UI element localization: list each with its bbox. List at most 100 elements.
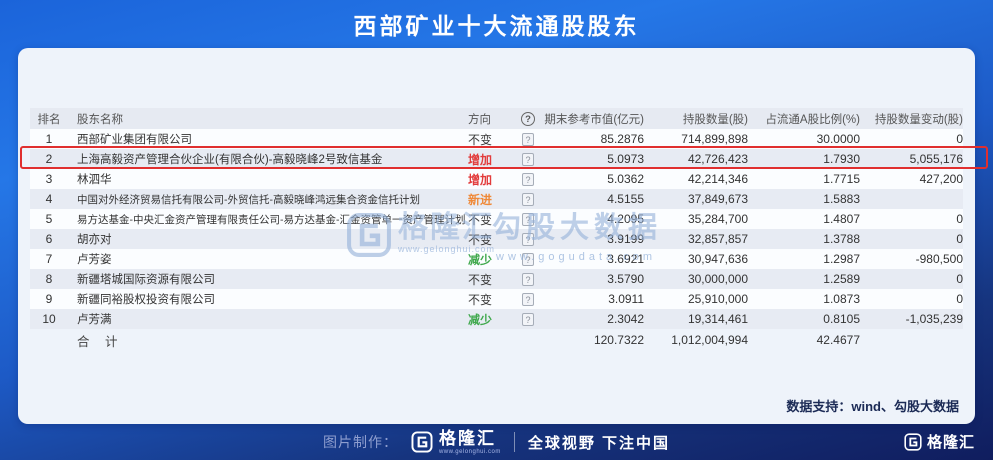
shareholders-table: 排名 股东名称 方向 ? 期末参考市值(亿元) 持股数量(股) 占流通A股比例(… — [30, 108, 963, 351]
help-box-icon[interactable]: ? — [522, 173, 534, 187]
made-by-label: 图片制作： — [322, 434, 398, 450]
cell-ratio: 0.8105 — [823, 312, 860, 326]
header-direction: 方向 — [468, 113, 491, 126]
cell-rank: 1 — [45, 132, 53, 146]
gelonghui-logo: 格隆汇 www.gelonghui.com — [411, 430, 501, 455]
cell-shares: 37,849,673 — [687, 192, 748, 206]
cell-help: ? — [512, 129, 544, 149]
header-ratio: 占流通A股比例(%) — [765, 113, 860, 126]
help-box-icon[interactable]: ? — [522, 293, 534, 307]
help-box-icon[interactable]: ? — [522, 273, 534, 287]
cell-rank: 9 — [45, 292, 53, 306]
cell-ratio: 1.3788 — [823, 232, 860, 246]
table-row: 8 新疆塔城国际资源有限公司 不变 ? 3.5790 30,000,000 1.… — [30, 269, 963, 289]
cell-rank: 8 — [45, 272, 53, 286]
cell-direction: 增加 — [468, 172, 493, 187]
cell-direction: 不变 — [468, 212, 493, 227]
cell-help: ? — [512, 289, 544, 309]
total-shares: 1,012,004,994 — [671, 333, 748, 347]
cell-shareholder-name: 林泗华 — [77, 174, 112, 186]
cell-help: ? — [512, 249, 544, 269]
cell-market-value: 3.6921 — [607, 252, 644, 266]
cell-ratio: 1.0873 — [823, 292, 860, 306]
table-row: 6 胡亦对 不变 ? 3.9199 32,857,857 1.3788 0 — [30, 229, 963, 249]
cell-rank: 7 — [45, 252, 53, 266]
cell-change: 0 — [956, 212, 963, 226]
header-shareholder-name: 股东名称 — [77, 113, 123, 126]
table-header-row: 排名 股东名称 方向 ? 期末参考市值(亿元) 持股数量(股) 占流通A股比例(… — [30, 108, 963, 129]
table-row: 1 西部矿业集团有限公司 不变 ? 85.2876 714,899,898 30… — [30, 129, 963, 149]
header-rank: 排名 — [37, 113, 61, 126]
cell-ratio: 1.7930 — [823, 152, 860, 166]
table-row: 4 中国对外经济贸易信托有限公司-外贸信托-高毅晓峰鸿远集合资金信托计划 新进 … — [30, 189, 963, 209]
cell-change: -1,035,239 — [905, 312, 963, 326]
cell-shares: 19,314,461 — [687, 312, 748, 326]
cell-market-value: 2.3042 — [607, 312, 644, 326]
cell-shares: 30,947,636 — [687, 252, 748, 266]
header-market-value: 期末参考市值(亿元) — [544, 113, 644, 126]
header-change: 持股数量变动(股) — [874, 113, 963, 126]
cell-shares: 42,214,346 — [687, 172, 748, 186]
cell-shares: 25,910,000 — [687, 292, 748, 306]
cell-ratio: 1.2987 — [823, 252, 860, 266]
cell-shares: 42,726,423 — [687, 152, 748, 166]
cell-direction: 减少 — [468, 252, 493, 267]
cell-help: ? — [512, 189, 544, 209]
data-support-note: 数据支持：wind、勾股大数据 — [786, 399, 959, 414]
help-box-icon[interactable]: ? — [522, 233, 534, 247]
total-market-value: 120.7322 — [593, 333, 644, 347]
cell-help: ? — [512, 309, 544, 329]
cell-help: ? — [512, 149, 544, 169]
footer-brand-url: www.gelonghui.com — [438, 448, 501, 455]
cell-change: 0 — [956, 132, 963, 146]
cell-market-value: 3.0911 — [608, 292, 644, 306]
cell-ratio: 1.5883 — [823, 192, 860, 206]
header-shares: 持股数量(股) — [682, 113, 748, 126]
table-row: 10 卢芳满 减少 ? 2.3042 19,314,461 0.8105 -1,… — [30, 309, 963, 329]
table-row: 2 上海高毅资产管理合伙企业(有限合伙)-高毅晓峰2号致信基金 增加 ? 5.0… — [30, 149, 963, 169]
help-box-icon[interactable]: ? — [522, 193, 534, 207]
cell-shareholder-name: 卢芳姿 — [77, 254, 112, 266]
cell-direction: 减少 — [468, 312, 493, 327]
cell-direction: 不变 — [468, 132, 493, 147]
cell-shareholder-name: 西部矿业集团有限公司 — [77, 134, 192, 146]
corner-brand: 格隆汇 — [926, 434, 975, 451]
total-label: 合 计 — [77, 334, 124, 349]
cell-ratio: 1.4807 — [823, 212, 860, 226]
cell-rank: 5 — [45, 212, 53, 226]
help-circle-icon[interactable]: ? — [521, 111, 535, 126]
corner-gelonghui-logo: 格隆汇 — [904, 431, 975, 452]
cell-market-value: 4.5155 — [607, 192, 644, 206]
help-box-icon[interactable]: ? — [522, 133, 534, 147]
total-row: 合 计 120.7322 1,012,004,994 42.4677 — [30, 329, 963, 351]
shareholders-table-wrap: 排名 股东名称 方向 ? 期末参考市值(亿元) 持股数量(股) 占流通A股比例(… — [30, 108, 963, 351]
cell-ratio: 1.2589 — [823, 272, 860, 286]
cell-rank: 10 — [42, 312, 56, 326]
page-title: 西部矿业十大流通股股东 — [353, 13, 640, 39]
cell-help: ? — [512, 229, 544, 249]
cell-ratio: 1.7715 — [823, 172, 860, 186]
cell-shares: 714,899,898 — [681, 132, 748, 146]
footer-slogan: 全球视野 下注中国 — [527, 434, 671, 452]
help-box-icon[interactable]: ? — [522, 253, 534, 267]
help-box-icon[interactable]: ? — [522, 213, 534, 227]
table-row: 9 新疆同裕股权投资有限公司 不变 ? 3.0911 25,910,000 1.… — [30, 289, 963, 309]
cell-shareholder-name: 卢芳满 — [77, 314, 112, 326]
cell-shares: 32,857,857 — [687, 232, 748, 246]
cell-market-value: 4.2095 — [607, 212, 644, 226]
cell-help: ? — [512, 169, 544, 189]
cell-direction: 新进 — [468, 192, 493, 207]
cell-market-value: 3.9199 — [607, 232, 644, 246]
cell-market-value: 3.5790 — [607, 272, 644, 286]
cell-market-value: 85.2876 — [600, 132, 644, 146]
cell-rank: 6 — [45, 232, 53, 246]
help-box-icon[interactable]: ? — [522, 153, 534, 167]
cell-help: ? — [512, 269, 544, 289]
cell-shareholder-name: 新疆塔城国际资源有限公司 — [77, 274, 215, 286]
cell-help: ? — [512, 209, 544, 229]
help-box-icon[interactable]: ? — [522, 313, 534, 327]
cell-direction: 不变 — [468, 292, 493, 307]
cell-market-value: 5.0973 — [607, 152, 644, 166]
table-row: 3 林泗华 增加 ? 5.0362 42,214,346 1.7715 427,… — [30, 169, 963, 189]
cell-change: 0 — [956, 232, 963, 246]
